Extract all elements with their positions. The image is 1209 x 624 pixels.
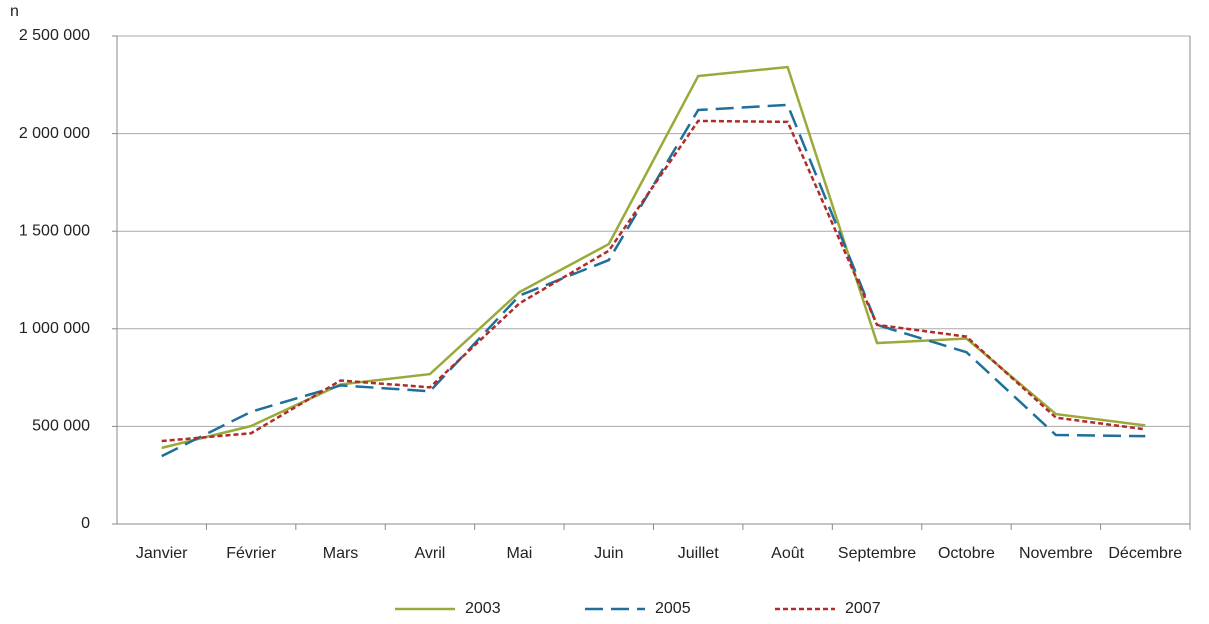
x-tick-label: Septembre — [838, 545, 916, 562]
y-tick-label: 2 000 000 — [19, 125, 90, 142]
x-tick-label: Décembre — [1108, 545, 1182, 562]
y-tick-label: 0 — [81, 515, 90, 532]
x-tick-label: Février — [226, 545, 276, 562]
x-tick-label: Avril — [415, 545, 446, 562]
x-tick-label: Novembre — [1019, 545, 1093, 562]
series-line — [161, 119, 1146, 443]
x-tick-label: Mai — [506, 545, 532, 562]
y-tick-label: 1 000 000 — [19, 320, 90, 337]
legend-label: 2007 — [845, 600, 881, 617]
y-tick-label: 2 500 000 — [19, 27, 90, 44]
y-tick-label: 1 500 000 — [19, 222, 90, 239]
y-tick-label: 500 000 — [32, 418, 90, 435]
x-tick-label: Juin — [594, 545, 623, 562]
series-line — [161, 65, 1146, 450]
legend-label: 2005 — [655, 600, 691, 617]
x-tick-label: Mars — [323, 545, 359, 562]
legend-label: 2003 — [465, 600, 501, 617]
x-tick-label: Janvier — [136, 545, 188, 562]
series-line — [161, 103, 1146, 458]
y-axis-label: n — [10, 3, 19, 20]
x-tick-label: Juillet — [678, 545, 719, 562]
x-tick-label: Août — [771, 545, 804, 562]
x-tick-label: Octobre — [938, 545, 995, 562]
